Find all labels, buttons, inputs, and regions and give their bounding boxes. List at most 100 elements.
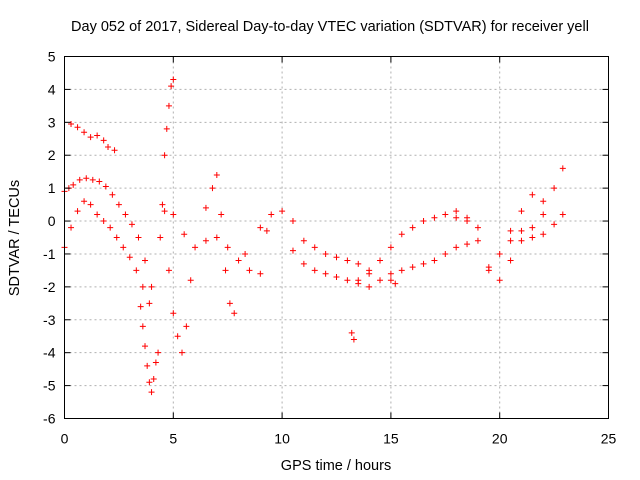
data-point	[485, 267, 492, 274]
data-point	[122, 211, 129, 218]
x-axis-label: GPS time / hours	[281, 458, 391, 474]
data-point	[496, 250, 503, 257]
data-point	[94, 211, 101, 218]
x-tick-label: 0	[61, 431, 69, 447]
y-tick-label: 0	[48, 213, 56, 229]
data-point	[161, 208, 168, 215]
data-point	[135, 234, 142, 241]
data-point	[109, 191, 116, 198]
data-point	[128, 221, 135, 228]
data-point	[168, 83, 175, 90]
data-point	[113, 234, 120, 241]
data-points	[61, 76, 566, 396]
data-point	[559, 211, 566, 218]
data-point	[139, 283, 146, 290]
data-point	[155, 349, 162, 356]
data-point	[174, 333, 181, 340]
series-arc-a	[68, 120, 118, 154]
data-point	[420, 260, 427, 267]
data-point	[420, 218, 427, 225]
data-point	[202, 237, 209, 244]
data-point	[83, 175, 90, 182]
data-point	[431, 214, 438, 221]
data-point	[192, 244, 199, 251]
data-point	[366, 283, 373, 290]
series-outliers	[242, 227, 399, 343]
data-point	[322, 270, 329, 277]
y-tick-label: -2	[43, 279, 56, 295]
data-point	[387, 244, 394, 251]
data-point	[559, 165, 566, 172]
data-point	[161, 152, 168, 159]
data-point	[529, 191, 536, 198]
data-point	[453, 244, 460, 251]
data-point	[100, 137, 107, 144]
data-point	[387, 277, 394, 284]
data-point	[74, 124, 81, 131]
series-arc-l	[366, 241, 471, 290]
data-point	[518, 208, 525, 215]
data-point	[464, 214, 471, 221]
x-tick-label: 25	[601, 431, 617, 447]
x-tick-label: 15	[383, 431, 399, 447]
data-point	[89, 176, 96, 183]
chart-title: Day 052 of 2017, Sidereal Day-to-day VTE…	[71, 19, 589, 35]
data-point	[148, 389, 155, 396]
data-point	[224, 244, 231, 251]
data-point	[226, 300, 233, 307]
data-point	[242, 250, 249, 257]
y-tick-label: 3	[48, 114, 56, 130]
data-point	[333, 273, 340, 280]
data-point	[144, 362, 151, 369]
data-point	[115, 201, 122, 208]
data-point	[209, 185, 216, 192]
series-arc-m	[453, 208, 547, 284]
data-point	[431, 257, 438, 264]
series-arc-d	[137, 303, 159, 396]
data-point	[107, 224, 114, 231]
data-point	[146, 379, 153, 386]
data-point	[268, 211, 275, 218]
data-point	[68, 224, 75, 231]
y-tick-label: 2	[48, 147, 56, 163]
data-point	[474, 237, 481, 244]
data-point	[120, 244, 127, 251]
data-point	[159, 201, 166, 208]
series-arc-j	[289, 247, 362, 287]
data-point	[202, 204, 209, 211]
series-arc-c	[61, 198, 153, 307]
data-point	[464, 241, 471, 248]
data-point	[213, 171, 220, 178]
data-point	[70, 181, 77, 188]
data-point	[348, 329, 355, 336]
data-point	[213, 234, 220, 241]
data-point	[152, 359, 159, 366]
data-point	[540, 211, 547, 218]
data-point	[263, 227, 270, 234]
data-point	[507, 227, 514, 234]
data-point	[137, 303, 144, 310]
y-tick-label: 5	[48, 49, 56, 65]
data-point	[540, 198, 547, 205]
data-point	[126, 254, 133, 261]
data-point	[94, 132, 101, 139]
y-tick-label: -4	[43, 345, 56, 361]
data-point	[187, 277, 194, 284]
data-point	[350, 336, 357, 343]
series-arc-o	[507, 211, 566, 244]
data-point	[68, 120, 75, 127]
y-tick-label: -3	[43, 312, 56, 328]
data-point	[246, 267, 253, 274]
data-point	[377, 277, 384, 284]
data-point	[551, 185, 558, 192]
data-point	[398, 231, 405, 238]
data-point	[442, 250, 449, 257]
data-point	[366, 270, 373, 277]
data-point	[111, 147, 118, 154]
data-point	[289, 218, 296, 225]
data-point	[142, 343, 149, 350]
data-point	[279, 208, 286, 215]
data-point	[165, 267, 172, 274]
y-axis-label: SDTVAR / TECUs	[7, 180, 23, 296]
